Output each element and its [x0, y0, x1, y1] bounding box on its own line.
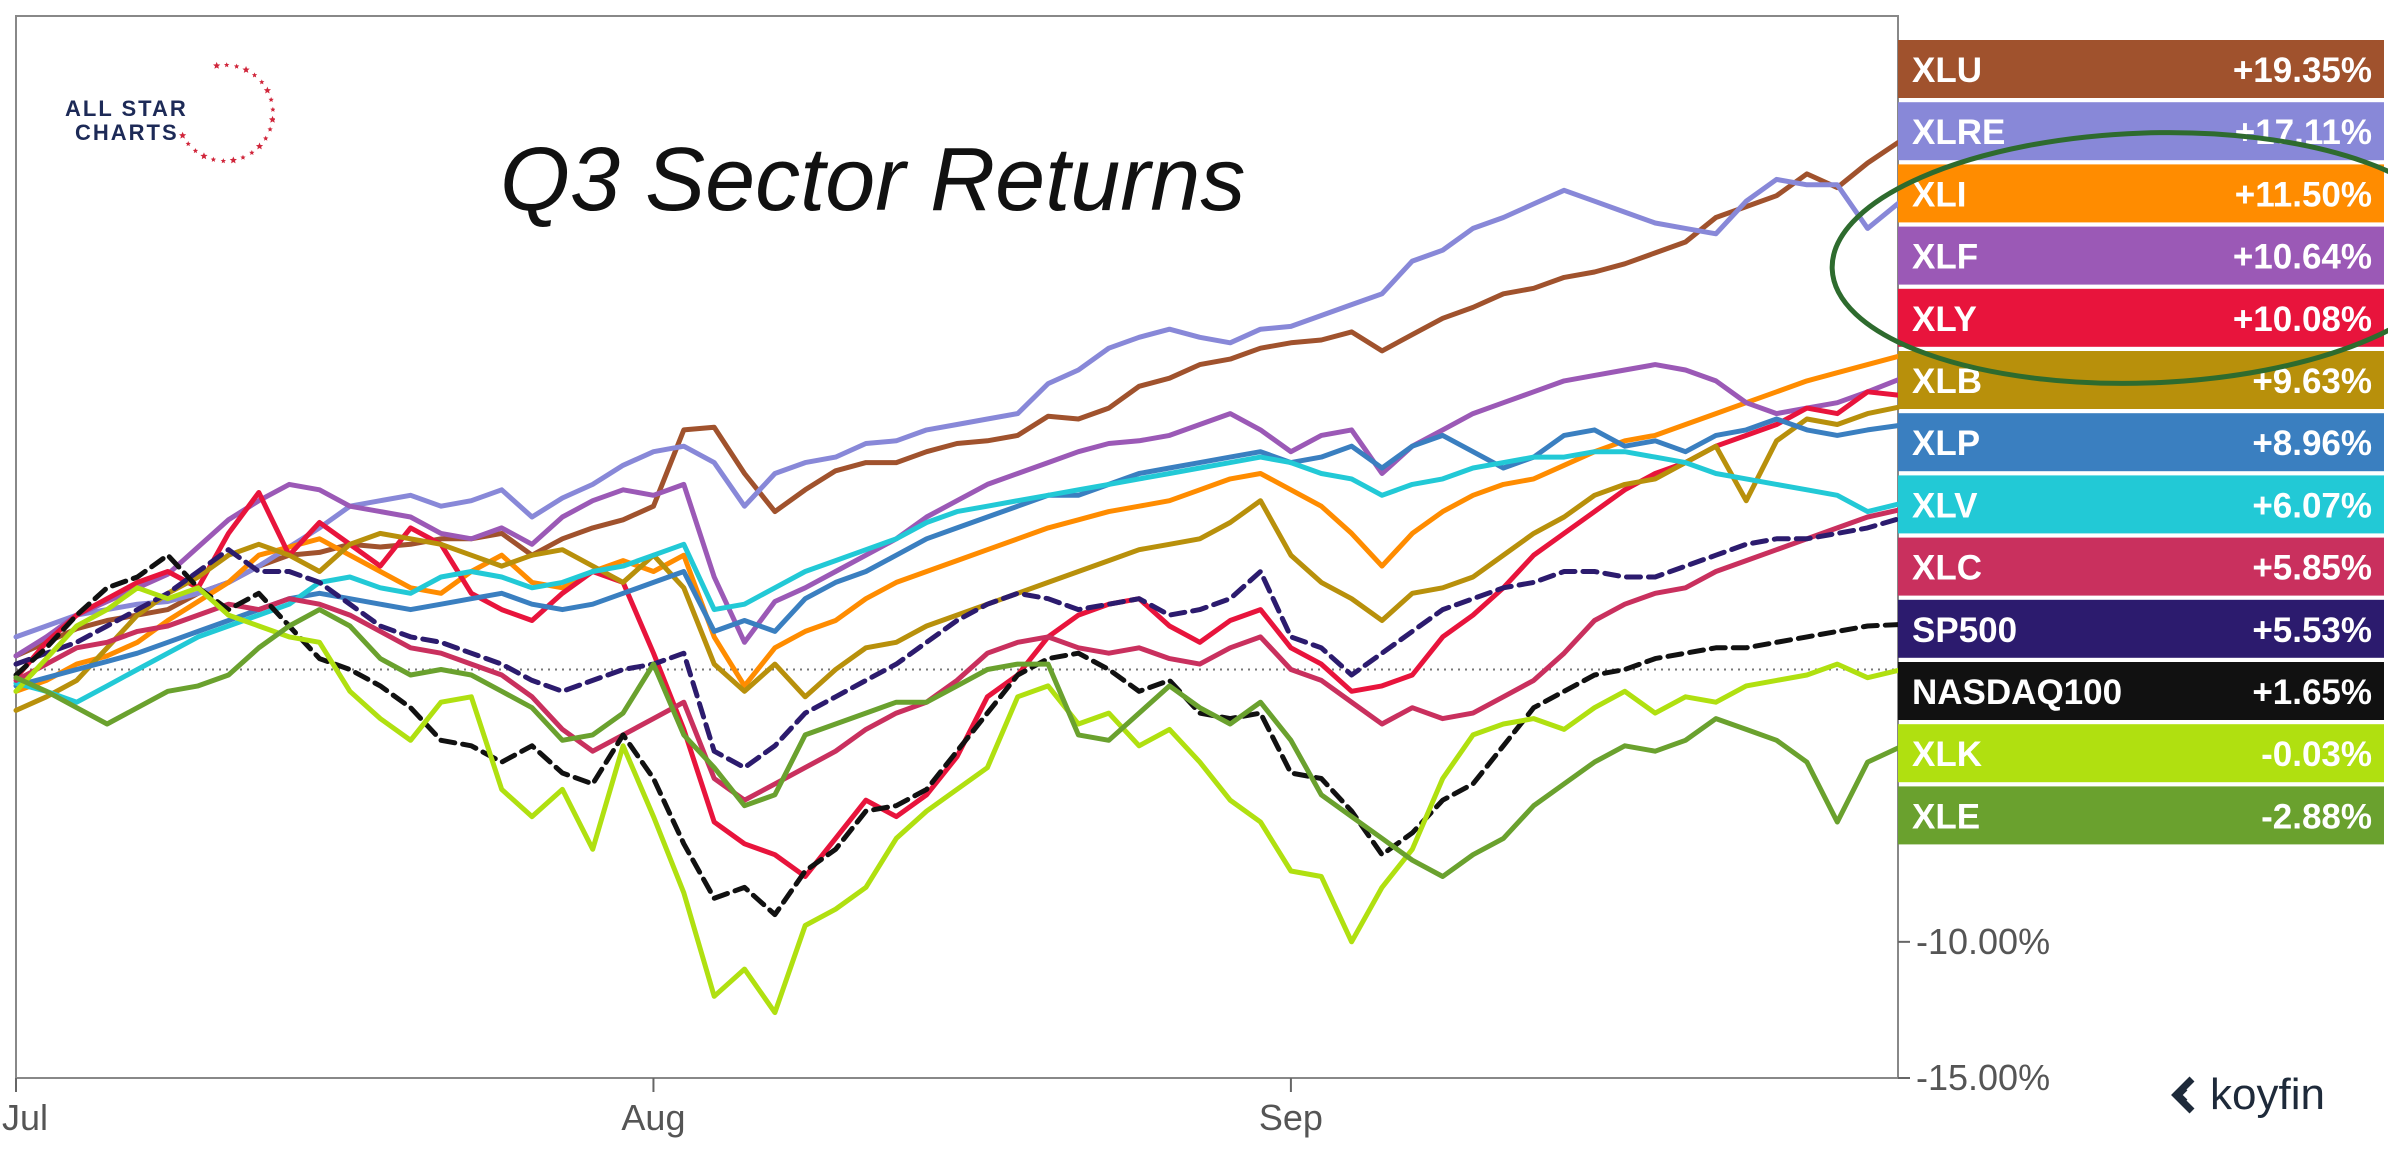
series-line-xlc [13, 507, 1901, 803]
x-tick-label-sep: Sep [1259, 1097, 1323, 1138]
legend-swatch [1898, 724, 2384, 783]
series-line-xlv [13, 449, 1901, 705]
legend-name: XLRE [1912, 113, 2005, 152]
legend-value: +10.08% [2233, 300, 2372, 339]
series-line-sp500 [13, 516, 1901, 771]
legend-item-xli: XLI +11.50% [1898, 164, 2384, 223]
legend-item-xly: XLY +10.08% [1898, 288, 2384, 347]
legend-swatch [1898, 537, 2384, 596]
legend-name: XLE [1912, 797, 1980, 836]
legend-item-nasdaq100: NASDAQ100 +1.65% [1898, 662, 2384, 720]
legend-item-sp500: SP500 +5.53% [1898, 599, 2384, 658]
series-layer [13, 140, 1901, 1016]
y-tick-label: -15.00% [1916, 1057, 2050, 1098]
legend-name: XLV [1912, 486, 1978, 525]
legend-item-xlc: XLC +5.85% [1898, 537, 2384, 596]
series-line-xlp [13, 416, 1901, 689]
series-line-xlre [13, 176, 1901, 640]
legend-name: XLI [1912, 175, 1966, 214]
series-line-xlk [13, 585, 1901, 1016]
all-star-charts-logo: ALL STAR CHARTS [65, 61, 275, 164]
x-tick-label-aug: Aug [621, 1097, 685, 1138]
legend-value: -0.03% [2261, 735, 2372, 774]
legend-name: XLK [1912, 735, 1982, 774]
legend-swatch [1898, 599, 2384, 658]
legend-swatch [1898, 164, 2384, 223]
legend-swatch [1898, 288, 2384, 347]
legend-name: XLC [1912, 549, 1982, 588]
series-line-xle [13, 607, 1901, 879]
logo-line-2: CHARTS [75, 120, 179, 145]
legend-swatch [1898, 226, 2384, 285]
legend-name: XLF [1912, 238, 1978, 277]
chart-title: Q3 Sector Returns [500, 130, 1245, 230]
legend-item-xlu: XLU +19.35% [1898, 40, 2384, 98]
star-ring-icon [179, 61, 275, 164]
legend-item-xlv: XLV +6.07% [1898, 475, 2384, 534]
legend-name: NASDAQ100 [1912, 673, 2122, 712]
koyfin-watermark: koyfin [2168, 1070, 2325, 1120]
legend-value: +5.85% [2252, 549, 2372, 588]
legend-value: +10.64% [2233, 238, 2372, 277]
legend-value: -2.88% [2261, 797, 2372, 836]
logo-line-1: ALL STAR [65, 96, 188, 121]
series-line-xli [13, 353, 1901, 694]
legend-item-xlf: XLF +10.64% [1898, 226, 2384, 285]
legend-swatch [1898, 786, 2384, 845]
legend-item-xlp: XLP +8.96% [1898, 413, 2384, 472]
legend-swatch [1898, 40, 2384, 98]
series-line-xlf [13, 362, 1901, 659]
legend-value: +8.96% [2252, 424, 2372, 463]
legend-name: XLU [1912, 51, 1982, 90]
highlight-ellipse [1829, 130, 2388, 386]
legend-value: +11.50% [2235, 175, 2372, 214]
axis-layer: Jul Aug Sep -10.00% -15.00% [2, 921, 2050, 1138]
series-line-xlu [13, 140, 1901, 659]
legend-item-xlk: XLK -0.03% [1898, 724, 2384, 783]
legend: XLU +19.35%XLRE +17.11%XLI +11.50%XLF +10.64… [1898, 40, 2384, 845]
legend-value: +5.53% [2252, 611, 2372, 650]
legend-swatch [1898, 662, 2384, 720]
koyfin-chevron-icon [2171, 1076, 2195, 1114]
legend-name: SP500 [1912, 611, 2017, 650]
legend-name: XLY [1912, 300, 1977, 339]
y-tick-label: -10.00% [1916, 921, 2050, 962]
koyfin-wordmark: koyfin [2210, 1070, 2325, 1119]
x-tick-label-jul: Jul [2, 1097, 48, 1138]
legend-value: +19.35% [2233, 51, 2372, 90]
legend-swatch [1898, 475, 2384, 534]
legend-swatch [1898, 413, 2384, 472]
series-line-xly [13, 389, 1901, 879]
legend-item-xle: XLE -2.88% [1898, 786, 2384, 845]
series-line-xlb [13, 404, 1901, 713]
legend-value: +1.65% [2252, 673, 2372, 712]
legend-value: +6.07% [2252, 486, 2372, 525]
legend-name: XLP [1912, 424, 1980, 463]
